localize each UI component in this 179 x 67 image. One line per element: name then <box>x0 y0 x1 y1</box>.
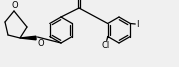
Text: I: I <box>136 20 139 29</box>
Polygon shape <box>20 36 36 40</box>
Text: Cl: Cl <box>102 41 110 51</box>
Text: O: O <box>12 0 18 10</box>
Text: O: O <box>37 39 44 48</box>
